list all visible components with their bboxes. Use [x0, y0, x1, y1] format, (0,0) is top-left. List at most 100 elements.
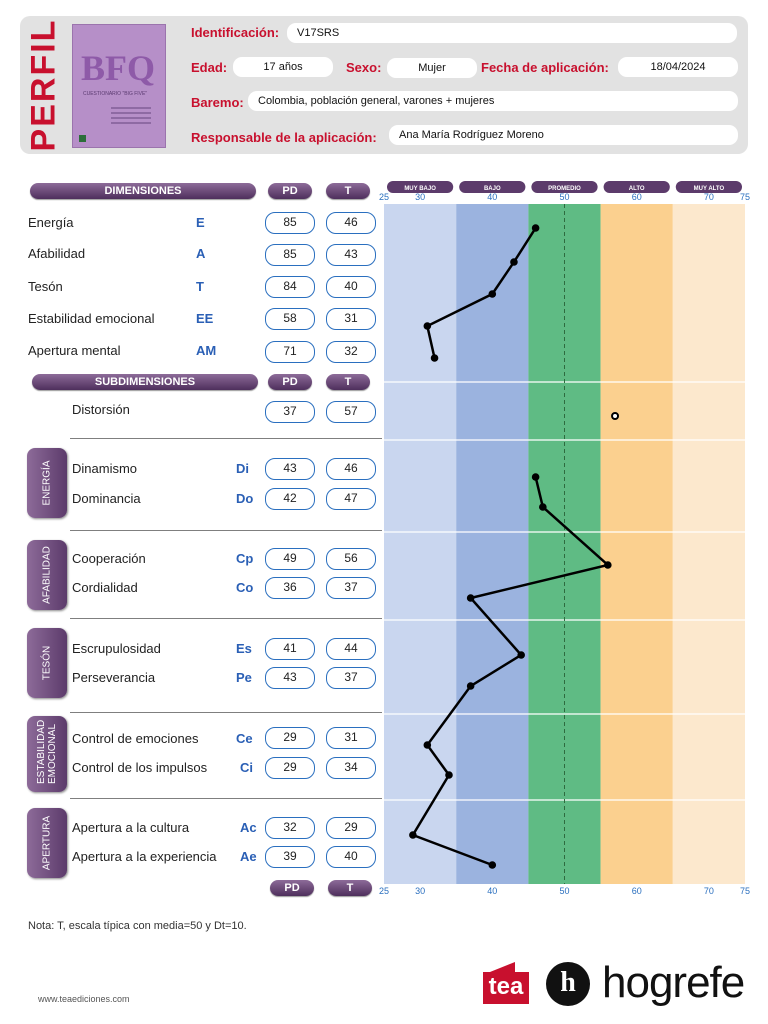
tick-label: 60	[632, 886, 642, 896]
t-header: T	[326, 183, 370, 199]
t-value: 44	[326, 638, 376, 660]
tea-logo-text: tea	[483, 972, 529, 1004]
profile-point	[488, 861, 497, 869]
pd-value: 42	[265, 488, 315, 510]
dimension-label: Energía	[28, 215, 74, 230]
sexo-label: Sexo:	[346, 60, 382, 75]
t-value: 31	[326, 308, 376, 330]
profile-point	[423, 322, 432, 330]
profile-point	[445, 771, 453, 779]
pd-value: 85	[265, 244, 315, 266]
separator	[70, 618, 382, 619]
profile-point	[466, 682, 475, 690]
tab-label: ENERGÍA	[41, 460, 53, 506]
pd-value: 49	[265, 548, 315, 570]
profile-line	[411, 476, 611, 867]
pd-value: 85	[265, 212, 315, 234]
t-value: 37	[326, 577, 376, 599]
responsable-field: Ana María Rodríguez Moreno	[389, 125, 738, 145]
distortion-label: Distorsión	[72, 402, 130, 417]
website-link[interactable]: www.teaediciones.com	[38, 994, 130, 1004]
tick-label: 25	[379, 192, 389, 202]
dimensiones-header: DIMENSIONES	[30, 183, 256, 199]
t-value: 43	[326, 244, 376, 266]
tick-label: 75	[740, 192, 750, 202]
subdimension-abbr: Es	[236, 641, 252, 656]
pd-value: 29	[265, 757, 315, 779]
tab-label: AFABILIDAD	[41, 546, 53, 604]
edad-label: Edad:	[191, 60, 228, 75]
profile-point	[409, 831, 417, 839]
tab-apertura: APERTURA	[27, 808, 67, 878]
tab-energia: ENERGÍA	[27, 448, 67, 518]
band-header-pill	[387, 181, 454, 193]
pd-value: 36	[265, 577, 315, 599]
fecha-field: 18/04/2024	[618, 57, 738, 77]
pd-value: 39	[265, 846, 315, 868]
distortion-point	[611, 412, 620, 420]
subdimension-abbr: Do	[236, 491, 254, 506]
tab-label: ESTABILIDAD EMOCIONAL	[36, 719, 58, 784]
tick-label: 25	[379, 886, 389, 896]
dimension-abbr: EE	[196, 311, 214, 326]
subdimension-label: Control de los impulsos	[72, 760, 208, 775]
perfil-title: PERFIL	[24, 19, 64, 152]
pd-header-sub: PD	[268, 374, 312, 390]
tea-logo: tea	[483, 962, 529, 1004]
dimension-abbr: A	[196, 246, 206, 261]
responsable-label: Responsable de la aplicación:	[191, 130, 377, 145]
band-header-label: ALTO	[629, 186, 645, 192]
profile-chart: MUY BAJO BAJO PROMEDIO ALTO MUY ALTO 25 25 30 30…	[379, 181, 750, 896]
subdimension-abbr: Cp	[236, 551, 254, 566]
subdimension-label: Dominancia	[72, 491, 141, 506]
dimension-abbr: E	[196, 215, 205, 230]
tick-label: 40	[487, 192, 497, 202]
separator	[70, 530, 382, 531]
profile-point	[531, 224, 540, 232]
band-header-label: MUY BAJO	[404, 186, 436, 192]
tab-label: APERTURA	[41, 815, 53, 871]
subdimension-abbr: Ac	[240, 820, 257, 835]
cover-title: BFQ	[81, 48, 156, 88]
tab-label: TESÓN	[41, 645, 53, 681]
separator	[70, 712, 382, 713]
band-header-pill	[531, 181, 598, 193]
band-header-pill	[603, 181, 670, 193]
subdimension-abbr: Ci	[240, 760, 253, 775]
fecha-label: Fecha de aplicación:	[481, 60, 609, 75]
subdimension-label: Control de emociones	[72, 731, 199, 746]
cover-lines	[111, 107, 151, 127]
band-header-label: BAJO	[484, 186, 501, 192]
baremo-label: Baremo:	[191, 95, 244, 110]
subdimension-abbr: Ce	[236, 731, 253, 746]
profile-point	[604, 561, 612, 569]
tab-estabilidad-emocional: ESTABILIDAD EMOCIONAL	[27, 716, 67, 792]
subdimension-abbr: Co	[236, 580, 254, 595]
pd-value: 29	[265, 727, 315, 749]
tick-label: 40	[487, 886, 497, 896]
pd-value: 41	[265, 638, 315, 660]
band-muy-alto	[672, 204, 745, 884]
t-value: 40	[326, 846, 376, 868]
t-value: 32	[326, 341, 376, 363]
dimension-abbr: T	[196, 279, 204, 294]
tab-afabilidad: AFABILIDAD	[27, 540, 67, 610]
dimension-label: Apertura mental	[28, 343, 121, 358]
t-value: 31	[326, 727, 376, 749]
cover-subtitle: CUESTIONARIO "BIG FIVE"	[83, 91, 148, 97]
edad-field: 17 años	[233, 57, 333, 77]
band-header-label: MUY ALTO	[694, 186, 725, 192]
identificacion-field: V17SRS	[287, 23, 737, 43]
cover-logo-icon	[79, 135, 86, 142]
tick-label: 70	[704, 886, 714, 896]
subdimension-label: Cordialidad	[72, 580, 138, 595]
pd-header: PD	[268, 183, 312, 199]
identificacion-label: Identificación:	[191, 25, 280, 40]
tick-label: 70	[704, 192, 714, 202]
pd-footer: PD	[270, 880, 314, 896]
t-header-sub: T	[326, 374, 370, 390]
band-alto	[600, 204, 673, 884]
subdimension-label: Apertura a la experiencia	[72, 849, 217, 864]
separator	[70, 798, 382, 799]
tick-label: 75	[740, 886, 750, 896]
